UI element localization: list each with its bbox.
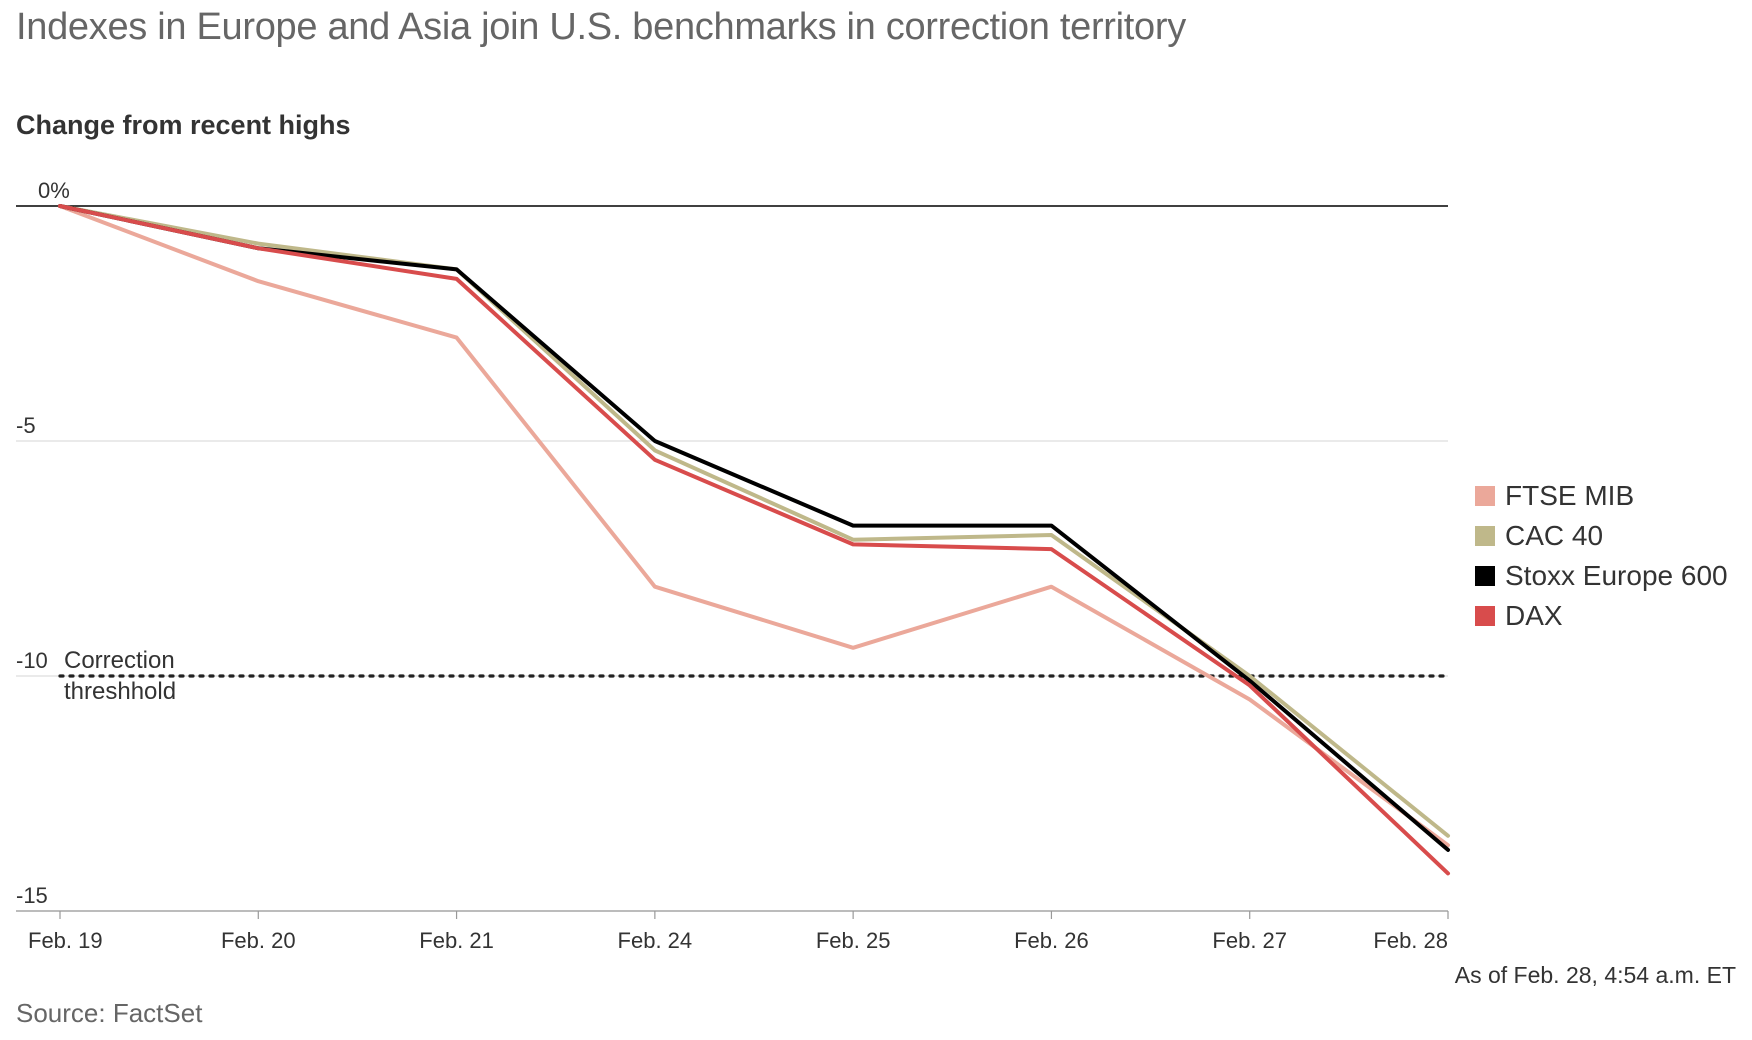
y-tick-label: -15 [16, 883, 48, 908]
legend-label: Stoxx Europe 600 [1505, 560, 1728, 591]
legend-label: CAC 40 [1505, 520, 1604, 551]
legend-swatch [1475, 606, 1495, 626]
source-note: Source: FactSet [16, 998, 203, 1028]
series-line-dax [58, 204, 1450, 876]
legend-item: CAC 40 [1475, 516, 1728, 556]
threshold-label: Correction [64, 647, 175, 674]
series-line-cac-40 [58, 204, 1450, 838]
y-tick-label: -10 [16, 648, 48, 673]
series-line-stoxx-europe-600 [58, 204, 1450, 852]
chart-title: Indexes in Europe and Asia join U.S. ben… [16, 6, 1186, 48]
legend-swatch [1475, 566, 1495, 586]
x-axis: Feb. 19 Feb. 20 Feb. 21 Feb. 24 Feb. 25 Feb. … [16, 910, 1449, 953]
legend-item: FTSE MIB [1475, 476, 1728, 516]
x-tick-label: Feb. 20 [221, 928, 296, 953]
x-tick-label: Feb. 19 [28, 928, 103, 953]
x-tick-label: Feb. 25 [816, 928, 891, 953]
series-line-ftse-mib [58, 204, 1450, 848]
x-tick-label: Feb. 24 [618, 928, 693, 953]
legend: FTSE MIB CAC 40 Stoxx Europe 600 DAX [1475, 476, 1728, 636]
threshold-label: threshhold [64, 678, 176, 705]
threshold-layer: Correction threshhold [58, 647, 1450, 705]
legend-swatch [1475, 486, 1495, 506]
x-tick-label: Feb. 27 [1212, 928, 1287, 953]
as-of-note: As of Feb. 28, 4:54 a.m. ET [1454, 962, 1736, 988]
x-tick-label: Feb. 26 [1014, 928, 1089, 953]
legend-label: DAX [1505, 600, 1563, 631]
y-tick-label: -5 [16, 413, 36, 438]
grid-layer: 0% -5 -10 -15 [16, 178, 1448, 912]
x-tick-label: Feb. 21 [419, 928, 494, 953]
x-tick-label: Feb. 28 [1373, 928, 1448, 953]
legend-item: DAX [1475, 596, 1728, 636]
legend-swatch [1475, 526, 1495, 546]
y-tick-label: 0% [38, 178, 70, 203]
legend-item: Stoxx Europe 600 [1475, 556, 1728, 596]
chart-subtitle: Change from recent highs [16, 110, 351, 140]
legend-label: FTSE MIB [1505, 480, 1635, 511]
series-layer [58, 204, 1450, 876]
